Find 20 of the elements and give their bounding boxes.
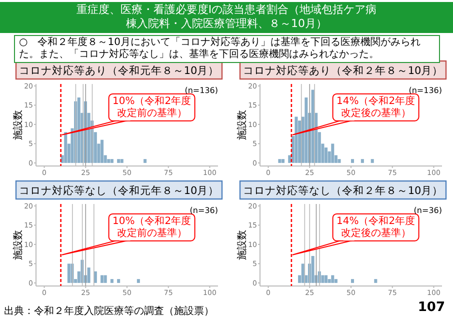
text: 107 [418, 300, 445, 315]
text: 重症度、医療・看護必要度Ⅰの該当患者割合（地域包括ケア病棟入院料・入院医療管理料、８～10月） [0, 2, 453, 33]
ref-line-label: 14%（令和2年度改定後の基準） [334, 215, 418, 240]
annotation: (n=136) [408, 86, 442, 95]
chart-title: コロナ対応等あり（令和２年８～10月） [242, 64, 444, 77]
source-note: 出典：令和２年度入院医療等の調査（施設票） [4, 304, 214, 318]
chart-title: コロナ対応等なし（令和元年８～10月） [18, 184, 220, 197]
annotation: (n=36) [414, 206, 442, 215]
y-axis-title: 施設数 [236, 230, 248, 260]
y-axis-title: 施設数 [236, 110, 248, 140]
ref-line-label: 10%（令和2年度改定前の基準） [110, 215, 194, 240]
chart-title: コロナ対応等あり（令和元年８～10月） [18, 64, 220, 77]
y-axis-title: 施設数 [12, 110, 24, 140]
annotation: (n=36) [190, 206, 218, 215]
ref-line-label: 10%（令和2年度改定前の基準） [110, 95, 194, 120]
text: ○ 令和２年度８～10月において「コロナ対応等あり」は基準を下回る医療機関がみられた。また、「コロナ対応等なし」は、基準を下回る医療機関はみられなかった。 [14, 35, 440, 63]
ref-line-label: 14%（令和2年度改定後の基準） [334, 95, 418, 120]
annotation: (n=136) [184, 86, 218, 95]
chart-title: コロナ対応等なし（令和２年８～10月） [242, 184, 444, 197]
y-axis-title: 施設数 [12, 230, 24, 260]
